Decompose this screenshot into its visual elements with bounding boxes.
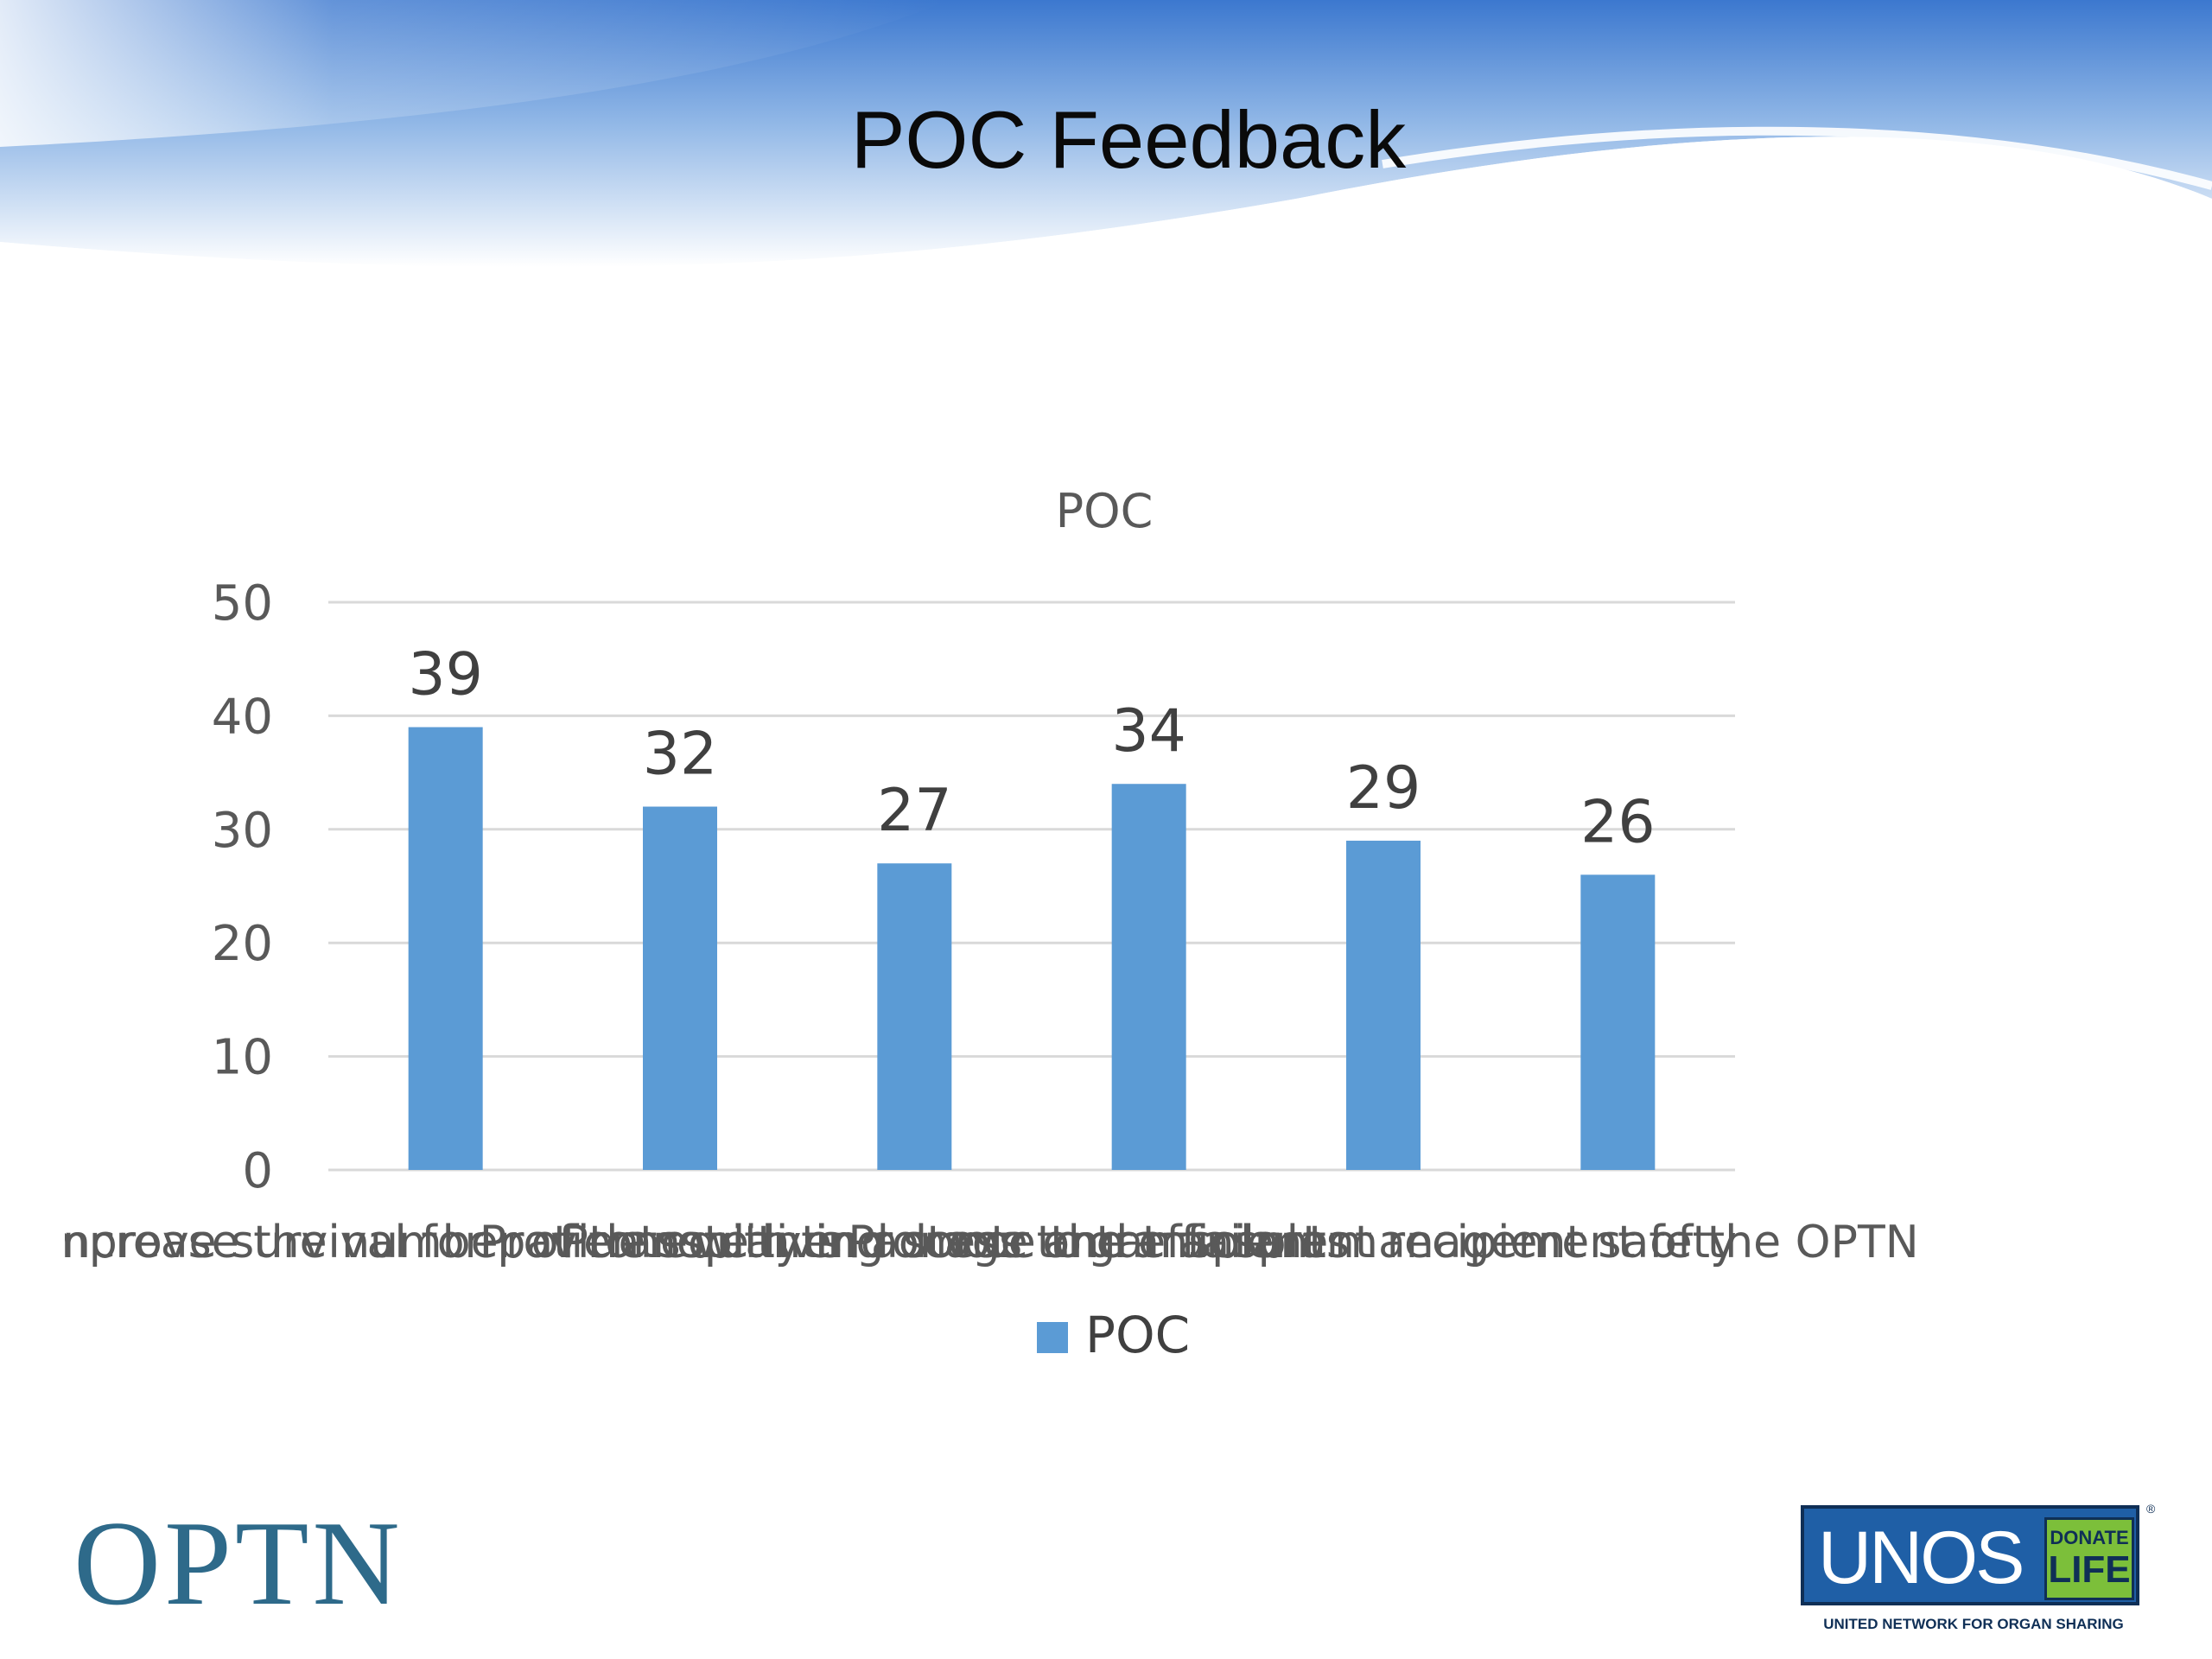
- bar: [1580, 874, 1656, 1170]
- donate-life-badge: DONATE LIFE: [2044, 1517, 2134, 1600]
- unos-logo-box: UNOS DONATE LIFE: [1801, 1505, 2139, 1605]
- bar: [643, 806, 717, 1170]
- optn-logo: OPTN: [73, 1497, 404, 1630]
- data-label: 39: [408, 641, 483, 709]
- donate-text: DONATE: [2050, 1527, 2129, 1548]
- unos-logo: UNOS DONATE LIFE ® UNITED NETWORK FOR OR…: [1797, 1502, 2160, 1640]
- chart-title: POC: [1056, 484, 1154, 538]
- data-label: 32: [643, 721, 718, 789]
- unos-tagline: UNITED NETWORK FOR ORGAN SHARING: [1823, 1616, 2124, 1632]
- header-banner: [0, 0, 2212, 363]
- life-text: LIFE: [2048, 1548, 2131, 1591]
- gridlines: [328, 601, 1735, 1172]
- y-tick-label: 40: [212, 689, 273, 745]
- slide-title: POC Feedback: [850, 94, 1407, 185]
- registered-mark: ®: [2146, 1502, 2156, 1516]
- x-axis-labels: Increase the number of transplantsImprov…: [32, 1217, 1919, 1268]
- data-label: 27: [877, 777, 952, 845]
- legend-swatch: [1037, 1322, 1068, 1353]
- y-tick-label: 0: [242, 1143, 273, 1199]
- y-tick-label: 10: [212, 1030, 273, 1086]
- x-tick-label: Provide equity in access to transplants: [480, 1217, 1350, 1268]
- data-label: 26: [1580, 788, 1656, 856]
- bar: [1346, 840, 1421, 1170]
- x-tick-label: Promote living donor and transplant reci…: [562, 1217, 1737, 1268]
- legend: POC: [1037, 1306, 1190, 1364]
- bar: [408, 727, 483, 1170]
- data-label: 29: [1346, 754, 1421, 823]
- y-tick-label: 50: [212, 575, 273, 632]
- legend-label: POC: [1085, 1306, 1190, 1364]
- y-axis-ticks: 0 10 20 30 40 50: [212, 575, 273, 1199]
- x-tick-label: Improve survival for patients with end s…: [32, 1217, 1328, 1268]
- bar: [877, 863, 952, 1170]
- bar: [1111, 784, 1186, 1170]
- data-labels: 39 32 27 34 29 26: [408, 641, 1655, 857]
- y-tick-label: 20: [212, 916, 273, 972]
- data-label: 34: [1111, 697, 1186, 766]
- unos-wordmark: UNOS: [1818, 1516, 2024, 1599]
- x-tick-label: Promote the efficient management of the …: [848, 1217, 1918, 1268]
- x-tick-label: Increase the number of transplants: [49, 1217, 842, 1268]
- y-tick-label: 30: [212, 803, 273, 859]
- bars: [408, 727, 1656, 1170]
